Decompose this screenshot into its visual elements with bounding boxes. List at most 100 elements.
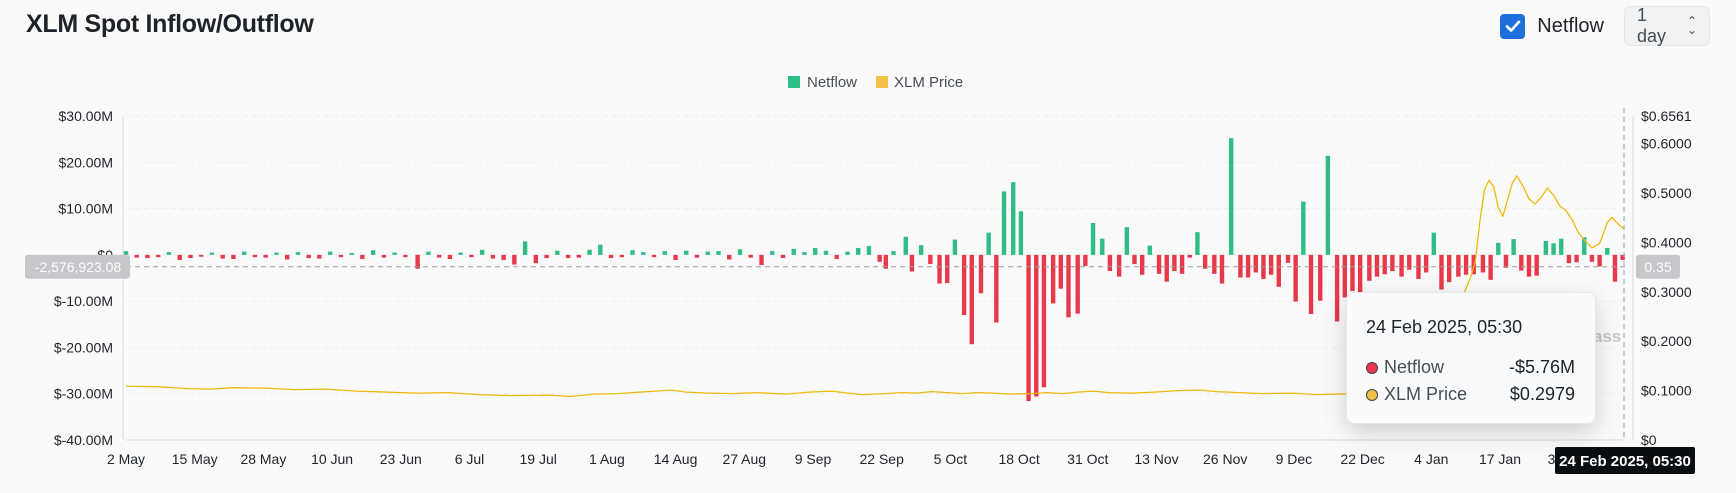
netflow-bar-negative	[759, 254, 764, 266]
x-tick-label: 26 Nov	[1203, 451, 1247, 467]
x-tick-label: 9 Dec	[1276, 451, 1313, 467]
netflow-bar-positive	[458, 252, 463, 255]
tooltip-row-netflow: Netflow -$5.76M	[1366, 354, 1575, 381]
tooltip-netflow-value: -$5.76M	[1508, 357, 1575, 377]
netflow-bar-positive	[166, 252, 172, 255]
netflow-bar-negative	[1164, 254, 1169, 282]
netflow-bar-positive	[1551, 243, 1556, 255]
x-tick-label: 4 Jan	[1414, 451, 1448, 467]
netflow-bar-negative	[1367, 254, 1372, 281]
netflow-bar-negative	[673, 254, 678, 260]
x-tick-label: 6 Jul	[455, 451, 485, 467]
netflow-bar-negative	[1439, 254, 1444, 290]
netflow-bar-positive	[1090, 222, 1096, 255]
netflow-bar-positive	[392, 252, 397, 255]
y-left-tick-label: $10.00M	[59, 201, 113, 217]
netflow-bar-negative	[360, 254, 365, 260]
netflow-bar-negative	[1132, 254, 1137, 265]
netflow-bar-negative	[263, 254, 268, 258]
legend-price-label: XLM Price	[894, 74, 963, 91]
netflow-bar-negative	[188, 254, 193, 259]
y-right-tick-label: $0.3000	[1641, 284, 1692, 300]
y-left-tick-label: $20.00M	[59, 154, 113, 170]
chart-tooltip: 24 Feb 2025, 05:30 Netflow -$5.76M XLM P…	[1346, 292, 1596, 424]
y-left-tick-label: $-30.00M	[54, 386, 113, 402]
crosshair-left-label-bg	[25, 254, 130, 279]
x-tick-label: 22 Sep	[860, 451, 905, 467]
netflow-bar-negative	[608, 254, 614, 259]
netflow-bar-negative	[1463, 254, 1469, 275]
netflow-bar-negative	[1566, 254, 1572, 264]
x-tick-label: 15 May	[172, 451, 218, 467]
legend-netflow-swatch	[788, 76, 800, 88]
netflow-bar-positive	[587, 249, 592, 255]
x-tick-label: 14 Aug	[654, 451, 698, 467]
y-left-tick-label: $-40.00M	[54, 432, 113, 448]
netflow-bar-positive	[555, 250, 560, 255]
netflow-bar-positive	[684, 250, 689, 255]
netflow-bar-negative	[1374, 254, 1380, 277]
interval-select[interactable]: 1 day ⌃ ⌄	[1624, 5, 1710, 46]
y-right-tick-label: $0	[1641, 432, 1657, 448]
netflow-bar-positive	[426, 251, 431, 255]
netflow-bar-negative	[877, 254, 882, 262]
netflow-bar-negative	[1083, 254, 1088, 266]
tooltip-date: 24 Feb 2025, 05:30	[1366, 317, 1523, 337]
netflow-bar-positive	[802, 252, 807, 255]
netflow-bar-positive	[1582, 237, 1587, 255]
y-right-tick-label: $0.6000	[1641, 136, 1692, 152]
tooltip-row-price: XLM Price $0.2979	[1366, 381, 1575, 408]
netflow-bar-negative	[1139, 254, 1145, 275]
price-series-line	[125, 175, 1625, 398]
netflow-bar-negative	[403, 254, 408, 258]
netflow-bar-positive	[1496, 242, 1501, 255]
netflow-bar-negative	[1423, 254, 1429, 273]
netflow-bar-negative	[533, 254, 539, 264]
netflow-bar-positive	[986, 232, 991, 255]
x-tick-label: 28 May	[240, 451, 286, 467]
netflow-bar-negative	[1293, 254, 1298, 302]
netflow-bar-positive	[598, 244, 603, 255]
x-tick-label: 2 May	[107, 451, 145, 467]
netflow-checkbox[interactable]	[1500, 13, 1526, 39]
netflow-bar-positive	[918, 245, 924, 255]
netflow-bar-negative	[1179, 254, 1185, 274]
up-down-chevron-icon: ⌃ ⌄	[1686, 14, 1697, 37]
netflow-bar-positive	[705, 251, 710, 255]
netflow-bar-positive	[952, 239, 958, 255]
netflow-bar-negative	[1589, 254, 1595, 262]
netflow-bar-negative	[1219, 254, 1225, 284]
netflow-bar-negative	[565, 254, 571, 259]
netflow-bar-negative	[1446, 254, 1452, 283]
netflow-bar-negative	[961, 254, 967, 316]
netflow-bar-positive	[123, 251, 129, 255]
netflow-bar-negative	[883, 254, 889, 269]
y-right-tick-label: $0.1000	[1641, 383, 1692, 399]
x-tick-label: 5 Oct	[934, 451, 968, 467]
netflow-bar-negative	[909, 254, 915, 272]
netflow-bar-negative	[177, 254, 182, 260]
netflow-bar-negative	[1382, 254, 1387, 275]
netflow-bar-negative	[945, 254, 950, 284]
page-title: XLM Spot Inflow/Outflow	[26, 10, 314, 38]
netflow-bar-negative	[490, 254, 496, 259]
y-left-tick-label: $-20.00M	[54, 339, 113, 355]
netflow-bar-negative	[1597, 254, 1602, 267]
netflow-bar-negative	[694, 254, 700, 258]
tooltip-price-dot	[1366, 388, 1378, 401]
netflow-bar-negative	[1268, 254, 1274, 275]
y-right-tick-label: $0.5000	[1641, 185, 1692, 201]
netflow-bar-positive	[630, 250, 635, 255]
netflow-bar-positive	[903, 236, 908, 255]
netflow-bar-negative	[1172, 254, 1177, 272]
netflow-bar-negative	[306, 254, 311, 259]
netflow-bar-negative	[156, 254, 161, 258]
y-right-tick-label: $0.2000	[1641, 333, 1692, 349]
netflow-bar-positive	[1325, 155, 1331, 255]
x-tick-label: 31 Oct	[1067, 451, 1108, 467]
crosshair-right-label: 0.35	[1644, 259, 1671, 275]
x-tick-label: 13 Nov	[1134, 451, 1178, 467]
netflow-checkbox-label[interactable]: Netflow	[1537, 14, 1604, 37]
netflow-bar-negative	[199, 254, 204, 257]
